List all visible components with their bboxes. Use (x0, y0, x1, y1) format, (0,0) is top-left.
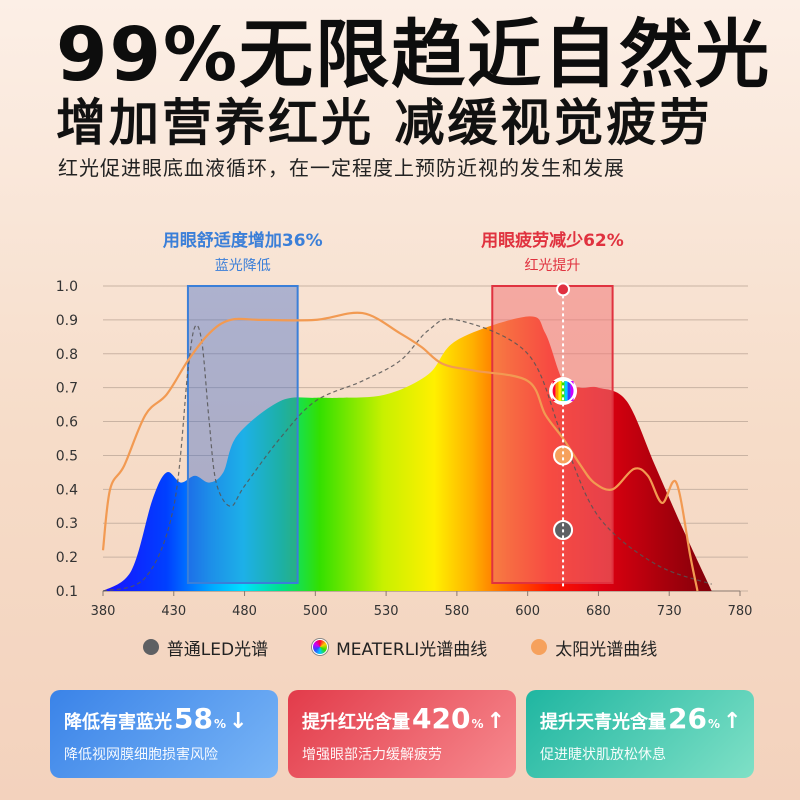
card-cyan-unit: % (707, 717, 720, 731)
card-red-label: 提升红光含量 (302, 712, 410, 733)
arrow-down-icon: ↓ (229, 709, 248, 734)
marker-sun (553, 445, 574, 466)
marker-rainbow-band (555, 381, 559, 402)
x-tick-label: 380 (91, 604, 116, 619)
legend-item-sun: 太阳光谱曲线 (531, 635, 657, 660)
x-tick-label: 680 (586, 604, 611, 619)
red-region-title: 用眼疲劳减少62% (481, 230, 624, 251)
legend-label-meaterli: MEATERLI光谱曲线 (336, 639, 488, 660)
x-tick-label: 780 (728, 604, 753, 619)
card-cyan-label: 提升天青光含量 (540, 712, 666, 733)
marker-rainbow-band (567, 381, 571, 402)
marker-pin (556, 282, 571, 297)
y-tick-label: 0.8 (56, 347, 78, 363)
marker-rainbow-band (558, 381, 562, 402)
legend-item-meaterli: MEATERLI光谱曲线 (312, 635, 487, 660)
card-blue-light: 降低有害蓝光 58 % ↓ 降低视网膜细胞损害风险 (50, 690, 278, 778)
red-region-subtitle: 红光提升 (524, 258, 580, 274)
x-tick-label: 430 (161, 604, 186, 619)
led-spectrum-line (102, 318, 712, 592)
x-tick-label: 730 (657, 604, 682, 619)
chart-legend: 普通LED光谱 MEATERLI光谱曲线 太阳光谱曲线 (0, 632, 800, 662)
y-tick-label: 0.6 (56, 415, 78, 431)
x-tick-label: 580 (444, 604, 469, 619)
card-blue-label: 降低有害蓝光 (64, 712, 172, 733)
legend-item-led: 普通LED光谱 (142, 635, 269, 660)
card-cyan-light: 提升天青光含量 26 % ↑ 促进睫状肌放松休息 (526, 690, 754, 778)
y-tick-label: 0.9 (56, 313, 78, 329)
y-tick-label: 0.5 (56, 448, 78, 464)
card-cyan-number: 26 (668, 702, 707, 735)
y-tick-label: 1.0 (56, 279, 78, 295)
legend-label-led: 普通LED光谱 (166, 639, 269, 660)
marker-rainbow-band (552, 381, 556, 402)
card-red-desc: 增强眼部活力缓解疲劳 (302, 747, 442, 763)
y-tick-label: 0.7 (56, 381, 78, 397)
marker-rainbow-band (570, 381, 574, 402)
headline: 99%无限趋近自然光 (56, 12, 772, 98)
tagline: 红光促进眼底血液循环，在一定程度上预防近视的发生和发展 (58, 156, 625, 180)
legend-label-sun: 太阳光谱曲线 (555, 639, 658, 660)
red-light-region (491, 285, 614, 584)
blue-region-title: 用眼舒适度增加36% (163, 230, 323, 251)
x-tick-label: 530 (374, 604, 399, 619)
card-blue-unit: % (213, 717, 226, 731)
arrow-up-icon: ↑ (486, 709, 505, 734)
rainbow-dot-icon (312, 639, 329, 655)
blue-light-region (186, 285, 299, 584)
x-tick-label: 480 (232, 604, 257, 619)
orange-dot-icon (531, 639, 548, 655)
sun-spectrum-line (101, 311, 699, 592)
card-red-number: 420 (412, 702, 471, 735)
y-tick-label: 0.3 (56, 516, 78, 532)
y-tick-label: 0.1 (56, 584, 78, 600)
card-red-light: 提升红光含量 420 % ↑ 增强眼部活力缓解疲劳 (288, 690, 516, 778)
x-tick-label: 500 (303, 604, 328, 619)
card-blue-desc: 降低视网膜细胞损害风险 (64, 747, 218, 763)
y-tick-label: 0.2 (56, 550, 78, 566)
card-red-unit: % (471, 717, 484, 731)
gray-dot-icon (142, 639, 159, 655)
y-tick-label: 0.4 (56, 482, 78, 498)
marker-rainbow-band (561, 381, 565, 402)
card-blue-number: 58 (174, 702, 213, 735)
benefit-cards: 降低有害蓝光 58 % ↓ 降低视网膜细胞损害风险 提升红光含量 420 % ↑… (50, 690, 754, 778)
marker-rainbow-band (564, 381, 568, 402)
card-cyan-desc: 促进睫状肌放松休息 (540, 747, 666, 763)
subheadline: 增加营养红光 减缓视觉疲劳 (56, 94, 713, 152)
arrow-up-icon: ↑ (723, 709, 742, 734)
x-tick-label: 600 (515, 604, 540, 619)
blue-region-subtitle: 蓝光降低 (215, 258, 271, 274)
